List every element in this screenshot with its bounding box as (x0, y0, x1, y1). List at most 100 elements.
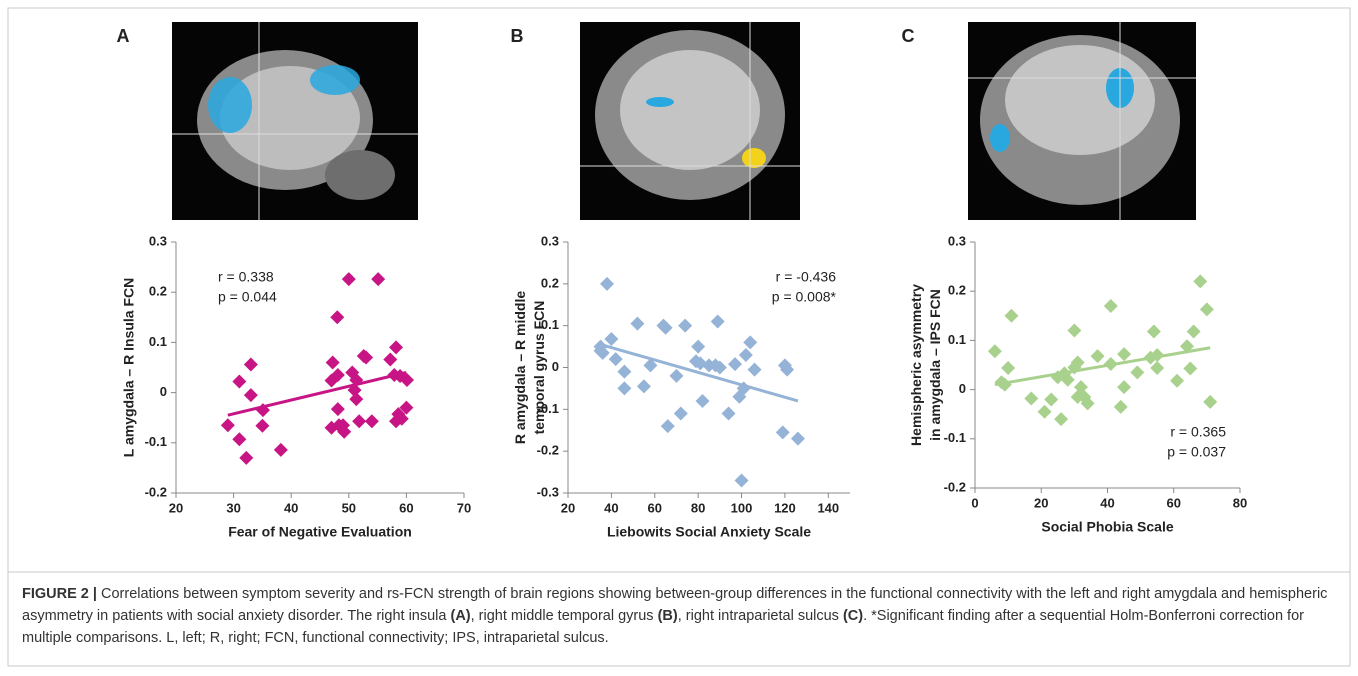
point (326, 355, 340, 369)
x-tick-label: 120 (774, 500, 796, 515)
y-tick-label: -0.1 (145, 434, 167, 449)
stat-annotation: r = 0.365 (1170, 424, 1226, 440)
x-tick-label: 20 (169, 500, 183, 515)
point (791, 432, 805, 446)
caption: FIGURE 2 | Correlations between symptom … (22, 583, 1340, 649)
point (274, 443, 288, 457)
point (617, 381, 631, 395)
y-axis-label: in amygdala – IPS FCN (927, 289, 943, 441)
stat-annotation: p = 0.044 (218, 289, 277, 305)
point (661, 419, 675, 433)
point (255, 419, 269, 433)
y-tick-label: 0 (552, 359, 559, 374)
point (711, 314, 725, 328)
y-tick-label: 0 (160, 384, 167, 399)
point (244, 388, 258, 402)
point (604, 332, 618, 346)
point (371, 272, 385, 286)
point (244, 357, 258, 371)
x-tick-label: 40 (284, 500, 298, 515)
x-tick-label: 50 (342, 500, 356, 515)
point (695, 394, 709, 408)
y-tick-label: 0.2 (948, 283, 966, 298)
point (1183, 361, 1197, 375)
point (1193, 274, 1207, 288)
point (342, 272, 356, 286)
point (739, 348, 753, 362)
panel-label: B (511, 26, 524, 46)
x-tick-label: 20 (1034, 495, 1048, 510)
x-tick-label: 60 (1167, 495, 1181, 510)
y-tick-label: -0.2 (944, 479, 966, 494)
y-tick-label: -0.3 (537, 484, 559, 499)
stat-annotation: p = 0.008* (772, 289, 837, 305)
point (722, 407, 736, 421)
x-tick-label: 30 (226, 500, 240, 515)
x-tick-label: 40 (1100, 495, 1114, 510)
x-tick-label: 60 (399, 500, 413, 515)
point (352, 414, 366, 428)
y-tick-label: 0 (959, 381, 966, 396)
point (232, 375, 246, 389)
y-tick-label: 0.2 (541, 275, 559, 290)
point (1038, 405, 1052, 419)
brain-image-b (580, 22, 800, 220)
y-tick-label: 0.3 (149, 233, 167, 248)
point (1067, 324, 1081, 338)
x-tick-label: 80 (1233, 495, 1247, 510)
point (349, 392, 363, 406)
point (232, 432, 246, 446)
point (239, 451, 253, 465)
point (1054, 412, 1068, 426)
point (1104, 299, 1118, 313)
y-axis-label: temporal gyrus FCN (531, 301, 547, 435)
x-tick-label: 20 (561, 500, 575, 515)
x-tick-label: 60 (648, 500, 662, 515)
x-tick-label: 70 (457, 500, 471, 515)
point (1004, 309, 1018, 323)
point (637, 379, 651, 393)
stat-annotation: r = -0.436 (776, 269, 837, 285)
y-tick-label: -0.1 (944, 430, 966, 445)
y-tick-label: 0.2 (149, 284, 167, 299)
y-tick-label: -0.2 (537, 443, 559, 458)
point (609, 352, 623, 366)
point (331, 402, 345, 416)
x-axis-label: Liebowits Social Anxiety Scale (607, 524, 811, 540)
brain-image-a (172, 22, 418, 220)
caption-run: (C) (843, 608, 863, 624)
caption-run: , right intraparietal sulcus (678, 608, 843, 624)
point (728, 357, 742, 371)
point (383, 352, 397, 366)
y-tick-label: 0.3 (541, 233, 559, 248)
point (988, 344, 1002, 358)
point (691, 340, 705, 354)
point (1130, 365, 1144, 379)
point (617, 365, 631, 379)
point (365, 414, 379, 428)
caption-run: FIGURE 2 | (22, 586, 97, 602)
point (1001, 361, 1015, 375)
x-tick-label: 40 (604, 500, 618, 515)
x-axis-label: Fear of Negative Evaluation (228, 524, 412, 540)
point (1150, 361, 1164, 375)
point (1200, 302, 1214, 316)
panel-label: A (117, 26, 130, 46)
point (1044, 392, 1058, 406)
caption-run: (A) (450, 608, 470, 624)
x-tick-label: 100 (731, 500, 753, 515)
figure: A0.30.20.10-0.1-0.2203040506070Fear of N… (0, 0, 1358, 676)
point (1170, 374, 1184, 388)
point (1091, 349, 1105, 363)
point (674, 407, 688, 421)
point (735, 473, 749, 487)
point (743, 335, 757, 349)
point (221, 418, 235, 432)
y-tick-label: 0.3 (948, 233, 966, 248)
point (1117, 347, 1131, 361)
point (748, 363, 762, 377)
point (600, 277, 614, 291)
point (1203, 395, 1217, 409)
point (1024, 391, 1038, 405)
point (389, 340, 403, 354)
